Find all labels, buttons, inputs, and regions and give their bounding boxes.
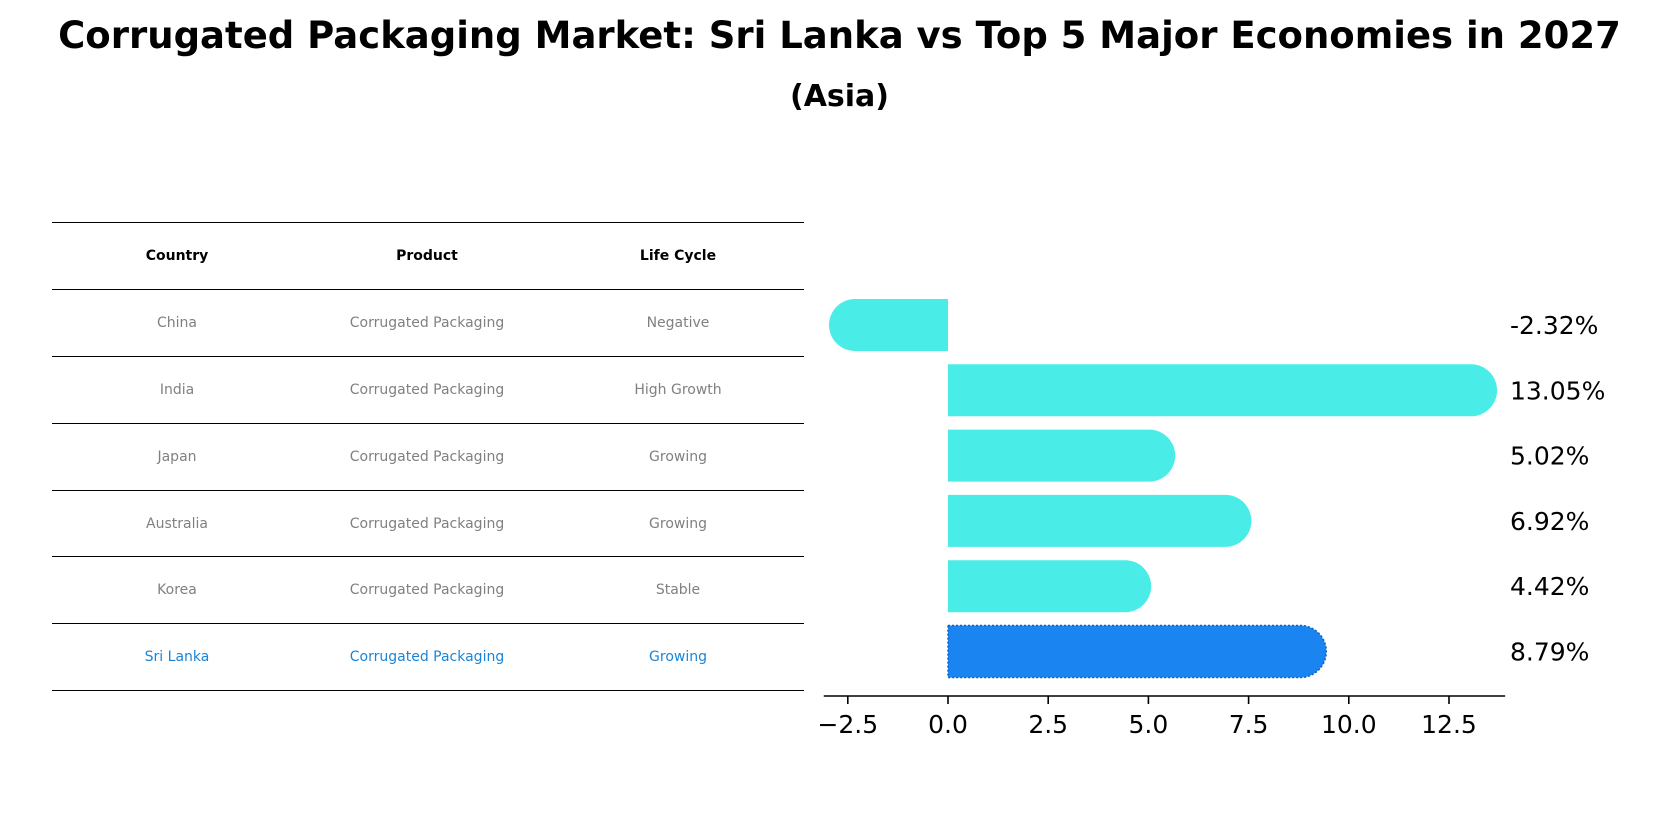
cell-life-cycle: Growing bbox=[552, 490, 804, 558]
x-tick-label: 10.0 bbox=[1321, 710, 1377, 739]
table-row: India Corrugated Packaging High Growth bbox=[52, 356, 804, 424]
cell-life-cycle: Negative bbox=[552, 289, 804, 357]
table-row: Japan Corrugated Packaging Growing bbox=[52, 423, 804, 491]
cell-product: Corrugated Packaging bbox=[302, 423, 552, 491]
cell-product: Corrugated Packaging bbox=[302, 556, 552, 625]
cell-life-cycle: Growing bbox=[552, 423, 804, 491]
x-tick-label: 5.0 bbox=[1129, 710, 1169, 739]
cell-product: Corrugated Packaging bbox=[302, 356, 552, 424]
bar-sri-lanka bbox=[947, 624, 1328, 679]
cell-life-cycle: Stable bbox=[552, 556, 804, 625]
header-product: Product bbox=[302, 222, 552, 290]
bar-japan bbox=[948, 429, 1176, 482]
bar-china bbox=[829, 299, 948, 351]
cell-country: China bbox=[52, 289, 302, 357]
value-label-korea: 4.42% bbox=[1510, 572, 1589, 601]
value-label-india: 13.05% bbox=[1510, 376, 1605, 405]
cell-country: Sri Lanka bbox=[52, 623, 302, 692]
value-label-sri-lanka: 8.79% bbox=[1510, 638, 1589, 667]
cell-product: Corrugated Packaging bbox=[302, 490, 552, 558]
table-row: China Corrugated Packaging Negative bbox=[52, 289, 804, 357]
x-tick-label: −2.5 bbox=[817, 710, 878, 739]
bar-india bbox=[948, 364, 1498, 417]
cell-product: Corrugated Packaging bbox=[302, 289, 552, 357]
x-tick-label: 2.5 bbox=[1028, 710, 1068, 739]
life-cycle-table: Country Product Life Cycle China Corruga… bbox=[52, 222, 804, 692]
table-row: Korea Corrugated Packaging Stable bbox=[52, 556, 804, 625]
cell-product: Corrugated Packaging bbox=[302, 623, 552, 692]
bar-australia bbox=[948, 494, 1252, 547]
header-life-cycle: Life Cycle bbox=[552, 222, 804, 290]
table-row: Australia Corrugated Packaging Growing bbox=[52, 490, 804, 558]
cell-country: Korea bbox=[52, 556, 302, 625]
header-country: Country bbox=[52, 222, 302, 290]
chart-subtitle: (Asia) bbox=[789, 79, 890, 114]
x-tick-label: 0.0 bbox=[928, 710, 968, 739]
cell-country: Australia bbox=[52, 490, 302, 558]
cell-country: Japan bbox=[52, 423, 302, 491]
value-label-japan: 5.02% bbox=[1510, 442, 1589, 471]
table-header-row: Country Product Life Cycle bbox=[52, 222, 804, 290]
cell-life-cycle: High Growth bbox=[552, 356, 804, 424]
cell-life-cycle: Growing bbox=[552, 623, 804, 692]
chart-title: Corrugated Packaging Market: Sri Lanka v… bbox=[58, 14, 1621, 57]
value-label-australia: 6.92% bbox=[1510, 507, 1589, 536]
bar-korea bbox=[948, 560, 1152, 613]
table-row-highlight: Sri Lanka Corrugated Packaging Growing bbox=[52, 623, 804, 692]
x-tick-label: 12.5 bbox=[1421, 710, 1477, 739]
x-tick-label: 7.5 bbox=[1229, 710, 1269, 739]
value-label-china: -2.32% bbox=[1510, 311, 1598, 340]
cell-country: India bbox=[52, 356, 302, 424]
